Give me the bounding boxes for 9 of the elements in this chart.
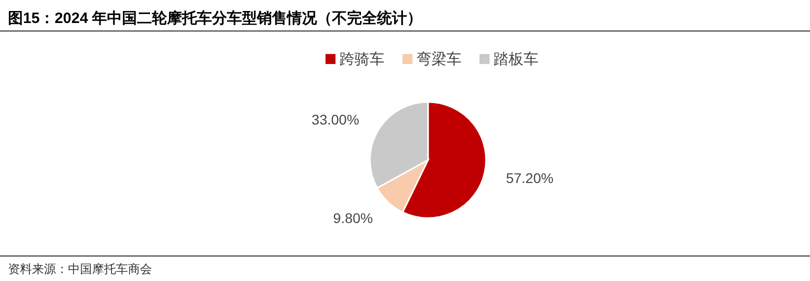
legend-label: 踏板车 <box>494 51 538 68</box>
legend-label: 弯梁车 <box>416 51 462 68</box>
data-label: 33.00% <box>312 111 360 128</box>
data-label: 9.80% <box>333 210 373 226</box>
data-label: 57.20% <box>506 170 554 186</box>
title: 图15：2024 年中国二轮摩托车分车型销售情况（不完全统计） <box>8 10 422 27</box>
text: 资料来源：中国摩托车商会 <box>8 262 152 276</box>
pie: 57.20% 9.80% 33.00% <box>312 101 554 226</box>
legend-label: 跨骑车 <box>340 51 384 68</box>
